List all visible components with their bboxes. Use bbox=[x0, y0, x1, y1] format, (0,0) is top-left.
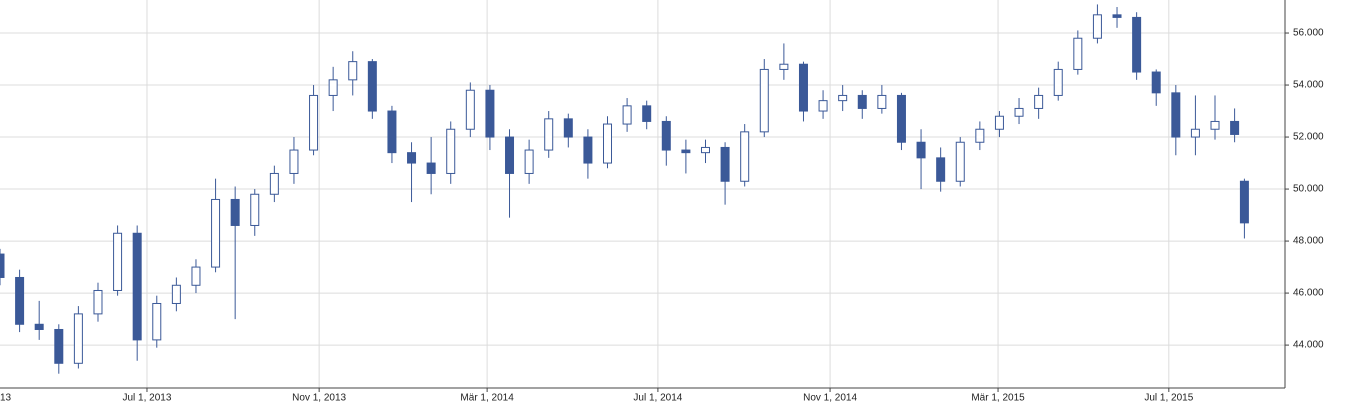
candle-body bbox=[0, 253, 5, 278]
x-tick-label: Mär 1, 2014 bbox=[460, 393, 514, 404]
candle-body bbox=[642, 105, 652, 122]
candle-body bbox=[387, 110, 397, 154]
candle-body bbox=[465, 89, 475, 130]
candle-body bbox=[407, 152, 417, 164]
candle-body bbox=[269, 172, 279, 195]
candle-body bbox=[1151, 71, 1161, 94]
candle-body bbox=[309, 94, 319, 151]
candle-body bbox=[34, 323, 44, 330]
candle-body bbox=[1132, 16, 1142, 73]
candle-body bbox=[583, 136, 593, 164]
candle-body bbox=[348, 61, 358, 81]
x-tick-label: Jul 1, 2015 bbox=[1144, 393, 1193, 404]
candle-body bbox=[1092, 14, 1102, 39]
candle-body bbox=[1073, 37, 1083, 70]
candle-body bbox=[113, 232, 123, 291]
candle-body bbox=[289, 149, 299, 174]
candle-body bbox=[1034, 94, 1044, 109]
candle-body bbox=[994, 115, 1004, 130]
candle-body bbox=[975, 128, 985, 143]
x-tick-label: 13 bbox=[0, 393, 12, 404]
y-tick-label: 56.000 bbox=[1293, 28, 1324, 39]
candle-body bbox=[426, 162, 436, 174]
candle-body bbox=[505, 136, 515, 174]
candle-body bbox=[1230, 120, 1240, 135]
candle-body bbox=[916, 141, 926, 159]
candle-body bbox=[563, 118, 573, 138]
candle-body bbox=[171, 284, 181, 304]
candle-body bbox=[93, 289, 103, 315]
candle-body bbox=[544, 118, 554, 151]
candle-body bbox=[132, 232, 142, 341]
candle-body bbox=[1210, 120, 1220, 130]
x-tick-label: Mär 1, 2015 bbox=[971, 393, 1025, 404]
candle-body bbox=[818, 100, 828, 112]
candle-body bbox=[936, 157, 946, 182]
plot-background bbox=[0, 0, 1285, 388]
candle-body bbox=[1053, 68, 1063, 96]
y-tick-label: 46.000 bbox=[1293, 288, 1324, 299]
candle-body bbox=[798, 63, 808, 112]
candle-body bbox=[1112, 14, 1122, 18]
candle-body bbox=[211, 198, 221, 268]
candle-body bbox=[73, 313, 83, 364]
candle-body bbox=[230, 198, 240, 226]
candle-body bbox=[622, 105, 632, 125]
candle-body bbox=[152, 302, 162, 341]
candle-body bbox=[446, 128, 456, 174]
x-tick-label: Jul 1, 2014 bbox=[633, 393, 682, 404]
candle-body bbox=[661, 120, 671, 151]
candle-body bbox=[955, 141, 965, 182]
y-tick-label: 52.000 bbox=[1293, 132, 1324, 143]
candle-body bbox=[838, 94, 848, 102]
candle-body bbox=[1190, 128, 1200, 138]
candle-body bbox=[759, 68, 769, 133]
candle-body bbox=[603, 123, 613, 164]
candle-body bbox=[250, 193, 260, 226]
x-tick-label: Nov 1, 2013 bbox=[292, 393, 346, 404]
candle-body bbox=[524, 149, 534, 174]
candle-body bbox=[740, 131, 750, 182]
candle-body bbox=[700, 146, 710, 154]
y-tick-label: 50.000 bbox=[1293, 184, 1324, 195]
candle-body bbox=[1171, 92, 1181, 138]
candle-body bbox=[681, 149, 691, 154]
candle-body bbox=[328, 79, 338, 96]
candle-body bbox=[1239, 180, 1249, 224]
y-tick-label: 54.000 bbox=[1293, 80, 1324, 91]
candle-body bbox=[15, 276, 25, 325]
candle-body bbox=[779, 63, 789, 70]
candle-body bbox=[485, 89, 495, 138]
candle-body bbox=[54, 328, 64, 364]
x-tick-label: Nov 1, 2014 bbox=[803, 393, 857, 404]
x-tick-label: Jul 1, 2013 bbox=[123, 393, 172, 404]
candle-body bbox=[1014, 107, 1024, 117]
candle-body bbox=[367, 61, 377, 112]
candle-body bbox=[896, 94, 906, 143]
y-tick-label: 48.000 bbox=[1293, 236, 1324, 247]
candle-body bbox=[720, 146, 730, 182]
candle-body bbox=[877, 94, 887, 109]
candle-body bbox=[857, 94, 867, 109]
candle-body bbox=[191, 266, 201, 286]
y-tick-label: 44.000 bbox=[1293, 340, 1324, 351]
